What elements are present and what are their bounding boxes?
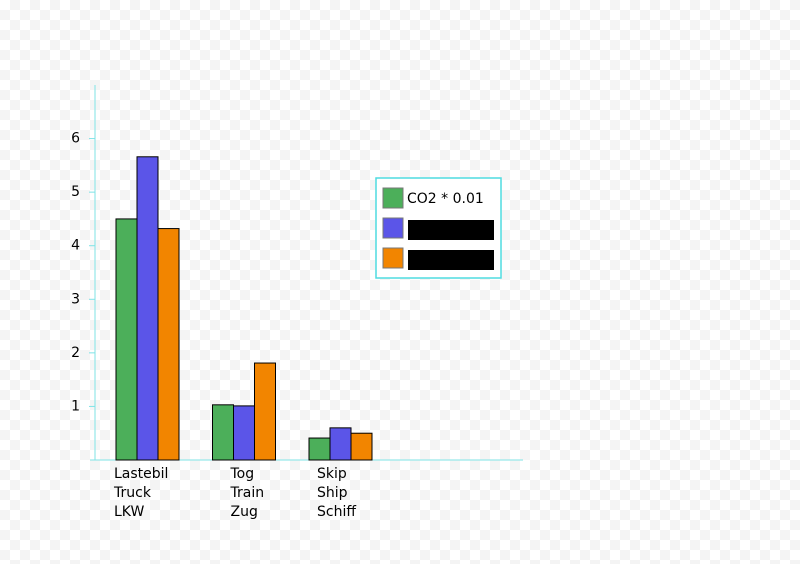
x-tick-label: Schiff [317, 504, 356, 520]
x-tick-label: Truck [113, 485, 152, 501]
legend-redacted [408, 220, 494, 240]
bar [350, 432, 373, 461]
bar [254, 362, 276, 461]
y-tick-label: 1 [71, 398, 80, 414]
x-tick-label: Lastebil [114, 466, 168, 482]
y-tick-label: 6 [71, 131, 80, 147]
legend-swatch [382, 247, 404, 269]
legend-label: CO2 * 0.01 [407, 191, 484, 207]
bar [212, 404, 234, 461]
bar [308, 437, 331, 461]
y-tick-label: 5 [71, 184, 80, 200]
x-tick-label: Skip [317, 466, 347, 482]
y-tick-label: 4 [71, 238, 80, 254]
x-tick-label: Zug [231, 504, 258, 520]
bar [136, 156, 159, 461]
x-tick-label: Train [230, 485, 265, 501]
legend-swatch [382, 187, 404, 209]
x-tick-label: Ship [317, 485, 348, 501]
legend-redacted [408, 250, 494, 270]
y-tick-label: 3 [71, 291, 80, 307]
bar [115, 218, 138, 461]
y-tick-label: 2 [71, 345, 80, 361]
x-tick-label: Tog [230, 466, 255, 482]
legend-swatch [382, 217, 404, 239]
bar [157, 228, 180, 461]
bar [233, 405, 255, 461]
bar [329, 427, 352, 461]
x-tick-label: LKW [114, 504, 144, 520]
